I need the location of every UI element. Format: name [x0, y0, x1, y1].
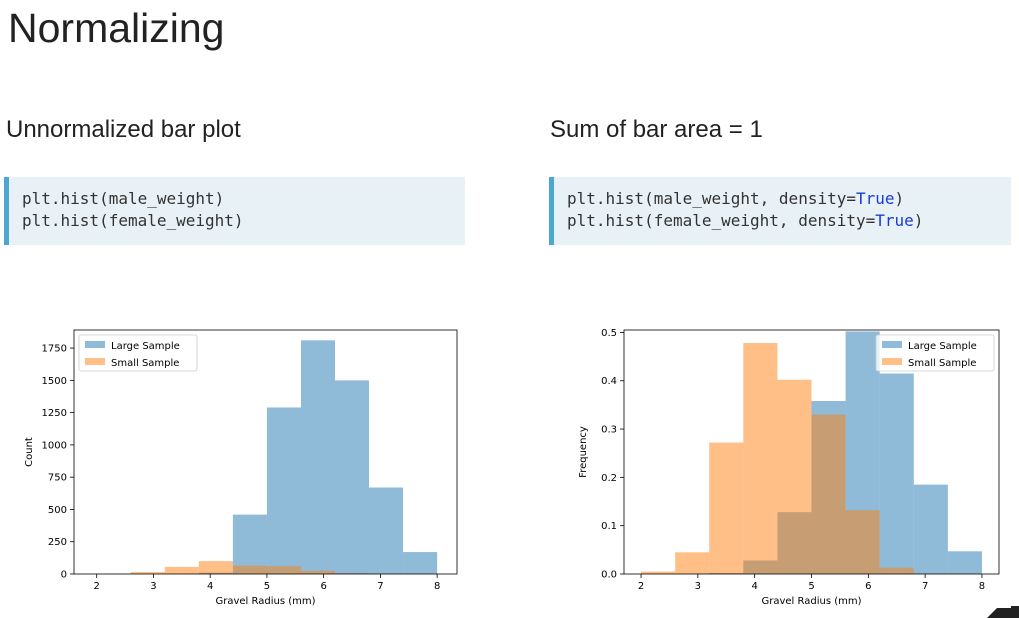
histogram-bar: [879, 567, 914, 574]
histogram-bar: [879, 373, 914, 574]
code-line: plt.hist(male_weight, density=True): [567, 188, 1011, 210]
code-text: ): [913, 211, 924, 230]
histogram-bar: [709, 442, 744, 574]
code-block-unnormalized: plt.hist(male_weight) plt.hist(female_we…: [4, 177, 465, 245]
x-tick-label: 8: [979, 581, 985, 592]
histogram-bar: [641, 571, 676, 574]
code-text: plt.hist(male_weight): [22, 189, 225, 208]
y-tick-label: 1000: [42, 440, 67, 451]
histogram-bar: [403, 552, 438, 574]
histogram-bar: [811, 414, 846, 574]
code-block-density: plt.hist(male_weight, density=True) plt.…: [549, 177, 1011, 245]
code-line: plt.hist(female_weight): [22, 210, 465, 232]
logo-fragment-icon: [987, 606, 1019, 618]
histogram-bar: [130, 572, 165, 574]
left-heading: Unnormalized bar plot: [6, 116, 241, 143]
x-tick-label: 7: [922, 581, 928, 592]
legend: Large Sample Small Sample: [78, 334, 198, 372]
code-line: plt.hist(female_weight, density=True): [567, 210, 1011, 232]
y-tick-label: 0.4: [601, 376, 617, 387]
legend-box: [78, 334, 198, 372]
y-tick-label: 0.5: [601, 328, 617, 339]
y-tick-label: 0.0: [601, 570, 617, 581]
x-tick-label: 3: [695, 581, 701, 592]
x-axis-label: Gravel Radius (mm): [215, 596, 315, 607]
histogram-bar: [198, 561, 233, 574]
histogram-bar: [947, 551, 982, 574]
y-tick-label: 1250: [42, 408, 67, 419]
x-axis-label: Gravel Radius (mm): [761, 596, 861, 607]
x-tick-label: 4: [751, 581, 757, 592]
x-tick-label: 5: [264, 581, 270, 592]
histogram-count-chart: 2 3 4 5 6 7 8 0 250 500 750 1000 1250 1500 1750 Gravel …: [24, 329, 458, 607]
x-tick-label: 6: [865, 581, 871, 592]
legend-label: Small Sample: [908, 358, 976, 369]
histogram-bar: [164, 566, 199, 574]
x-tick-label: 7: [377, 581, 383, 592]
code-text: plt.hist(male_weight, density=: [567, 189, 856, 208]
y-tick-label: 500: [48, 505, 67, 516]
x-tick-label: 2: [638, 581, 644, 592]
plot-frame: [73, 329, 458, 575]
histogram-bar: [845, 510, 880, 574]
y-tick-label: 0.1: [601, 521, 617, 532]
code-text: plt.hist(female_weight): [22, 211, 244, 230]
x-tick-label: 5: [808, 581, 814, 592]
code-keyword: True: [855, 189, 895, 208]
code-text: plt.hist(female_weight, density=: [567, 211, 876, 230]
legend-swatch: [85, 358, 105, 365]
histogram-bar: [232, 514, 267, 574]
x-tick-label: 2: [94, 581, 100, 592]
y-axis-label: Count: [24, 437, 35, 467]
y-tick-label: 1500: [42, 376, 67, 387]
y-tick-label: 0.2: [601, 473, 617, 484]
histogram-density-chart: 2 3 4 5 6 7 8 0.0 0.1 0.2 0.3 0.4 0.5 Gravel Radius (…: [578, 328, 1000, 607]
legend-label: Large Sample: [908, 341, 977, 352]
code-text: ): [894, 189, 905, 208]
x-tick-label: 6: [320, 581, 326, 592]
legend-swatch: [882, 358, 902, 365]
histogram-bar: [300, 340, 336, 574]
histogram-bar: [335, 380, 370, 574]
x-tick-label: 8: [434, 581, 440, 592]
histogram-bar: [675, 552, 710, 574]
histogram-bar: [266, 407, 301, 574]
histogram-bar: [300, 570, 336, 574]
y-tick-label: 0: [61, 570, 67, 581]
code-keyword: True: [875, 211, 914, 230]
code-line: plt.hist(male_weight): [22, 188, 465, 210]
legend-label: Small Sample: [111, 358, 179, 369]
histogram-bar: [266, 566, 301, 574]
legend-label: Large Sample: [111, 341, 180, 352]
histogram-bar: [743, 343, 778, 574]
right-heading: Sum of bar area = 1: [550, 116, 763, 143]
y-tick-label: 1750: [42, 344, 67, 355]
legend: Large Sample Small Sample: [875, 334, 995, 372]
y-tick-label: 750: [48, 473, 67, 484]
legend-swatch: [85, 341, 105, 348]
y-tick-label: 0.3: [601, 425, 617, 436]
histogram-bar: [777, 379, 812, 574]
x-tick-label: 3: [150, 581, 156, 592]
x-tick-label: 4: [207, 581, 213, 592]
page-title: Normalizing: [8, 5, 225, 51]
legend-box: [875, 334, 995, 372]
histogram-bar: [369, 487, 404, 574]
legend-swatch: [882, 341, 902, 348]
y-tick-label: 250: [48, 537, 67, 548]
histogram-bar: [913, 484, 948, 574]
y-axis-label: Frequency: [578, 426, 589, 478]
histogram-bar: [232, 565, 267, 574]
